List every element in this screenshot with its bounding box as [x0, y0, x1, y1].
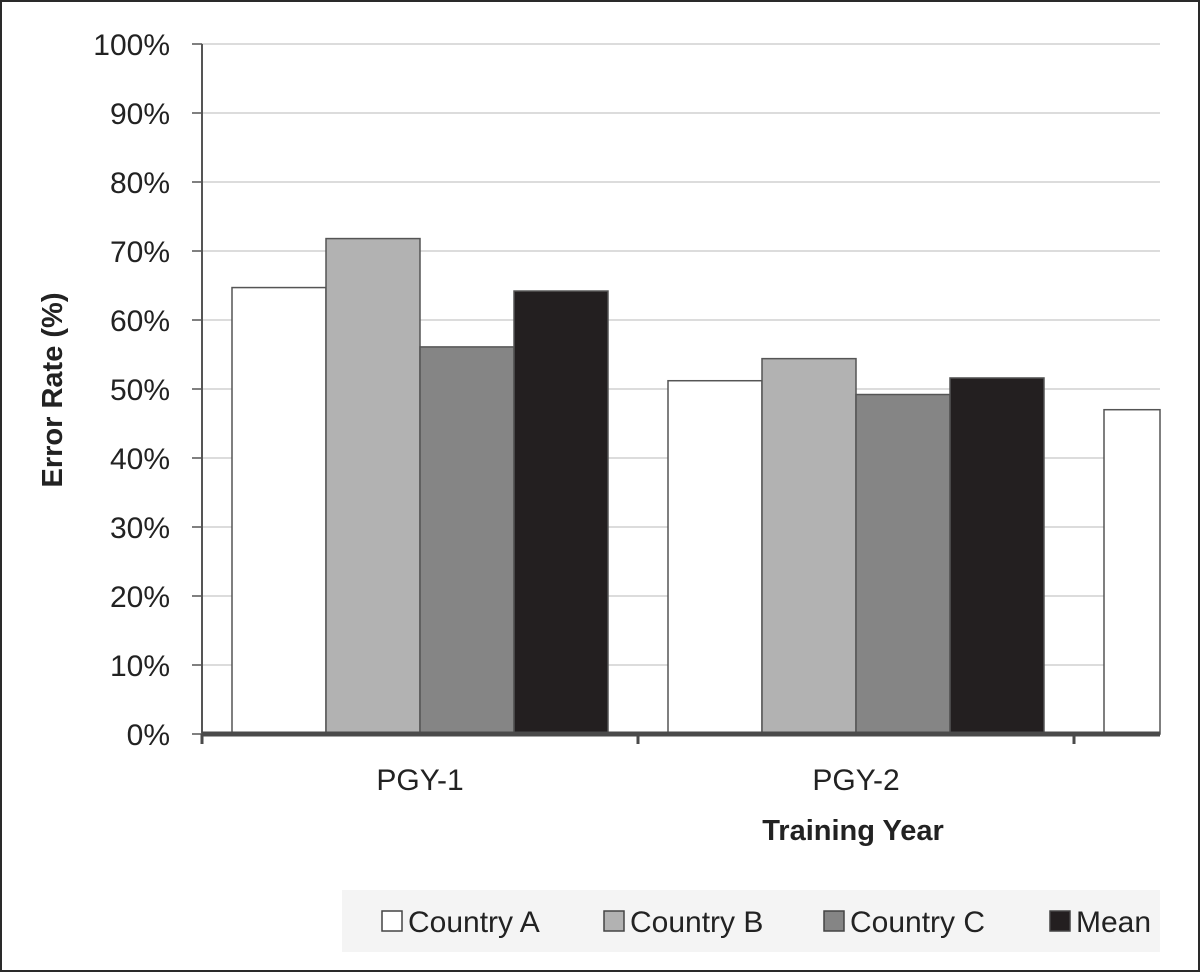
bars	[231, 237, 1161, 735]
bar-country-a	[667, 379, 763, 735]
legend-swatch	[603, 910, 625, 932]
x-tick-label: PGY-1	[376, 764, 463, 797]
legend-swatch	[823, 910, 845, 932]
bar-country-c	[855, 393, 951, 735]
bar-country-c	[419, 346, 515, 735]
y-tick-label: 40%	[110, 443, 170, 476]
y-tick-label: 100%	[93, 29, 170, 62]
y-tick-label: 20%	[110, 581, 170, 614]
bar-country-b	[761, 357, 857, 735]
axes	[200, 44, 1160, 744]
bar-mean	[513, 290, 609, 735]
y-tick-labels: 0% 10% 20% 30% 40% 50% 60% 70% 80% 90% 100%	[93, 29, 170, 752]
x-tick-label: PGY-2	[812, 764, 899, 797]
y-tick-label: 30%	[110, 512, 170, 545]
legend-label: Country A	[408, 906, 540, 939]
bar-country-b	[325, 237, 421, 735]
x-axis-title: Training Year	[762, 815, 944, 847]
legend-label: Mean	[1076, 906, 1151, 939]
x-tick-labels: PGY-1 PGY-2	[376, 764, 899, 797]
bar-country-a	[1103, 408, 1161, 735]
y-tick-label: 70%	[110, 236, 170, 269]
legend: Country A Country B Country C Mean	[381, 906, 1151, 939]
legend-label: Country C	[850, 906, 985, 939]
y-tick-label: 80%	[110, 167, 170, 200]
y-tick-label: 0%	[127, 719, 170, 752]
y-tick-label: 10%	[110, 650, 170, 683]
y-tick-label: 90%	[110, 98, 170, 131]
y-tick-label: 60%	[110, 305, 170, 338]
legend-swatch	[381, 910, 403, 932]
y-tick-label: 50%	[110, 374, 170, 407]
legend-label: Country B	[630, 906, 763, 939]
legend-swatch	[1049, 910, 1071, 932]
y-axis-title: Error Rate (%)	[37, 293, 69, 488]
bar-country-a	[231, 286, 327, 735]
bar-mean	[949, 377, 1045, 735]
legend-background	[342, 890, 1160, 952]
